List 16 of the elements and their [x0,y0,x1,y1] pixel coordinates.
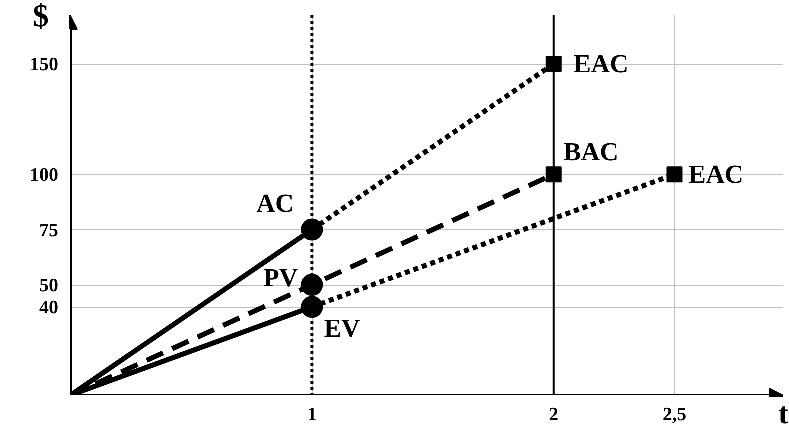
annotation: EAC [688,160,744,190]
annotation: EV [324,314,361,344]
y-tick-label: 50 [40,276,58,297]
annotation: BAC [564,138,619,167]
x-axis-title: t [778,398,789,430]
y-tick-label: 40 [40,298,58,319]
x-tick-label: 2 [549,404,559,426]
annotation: AC [256,188,294,218]
annotation: PV [264,264,298,293]
y-tick-label: 75 [40,220,58,242]
x-tick-label: 1 [307,404,317,426]
y-axis-title: $ [33,0,49,34]
annotation: EAC [574,50,629,79]
y-tick-label: 150 [30,54,58,76]
y-tick-label: 100 [30,165,58,186]
x-tick-label: 2,5 [662,404,687,426]
